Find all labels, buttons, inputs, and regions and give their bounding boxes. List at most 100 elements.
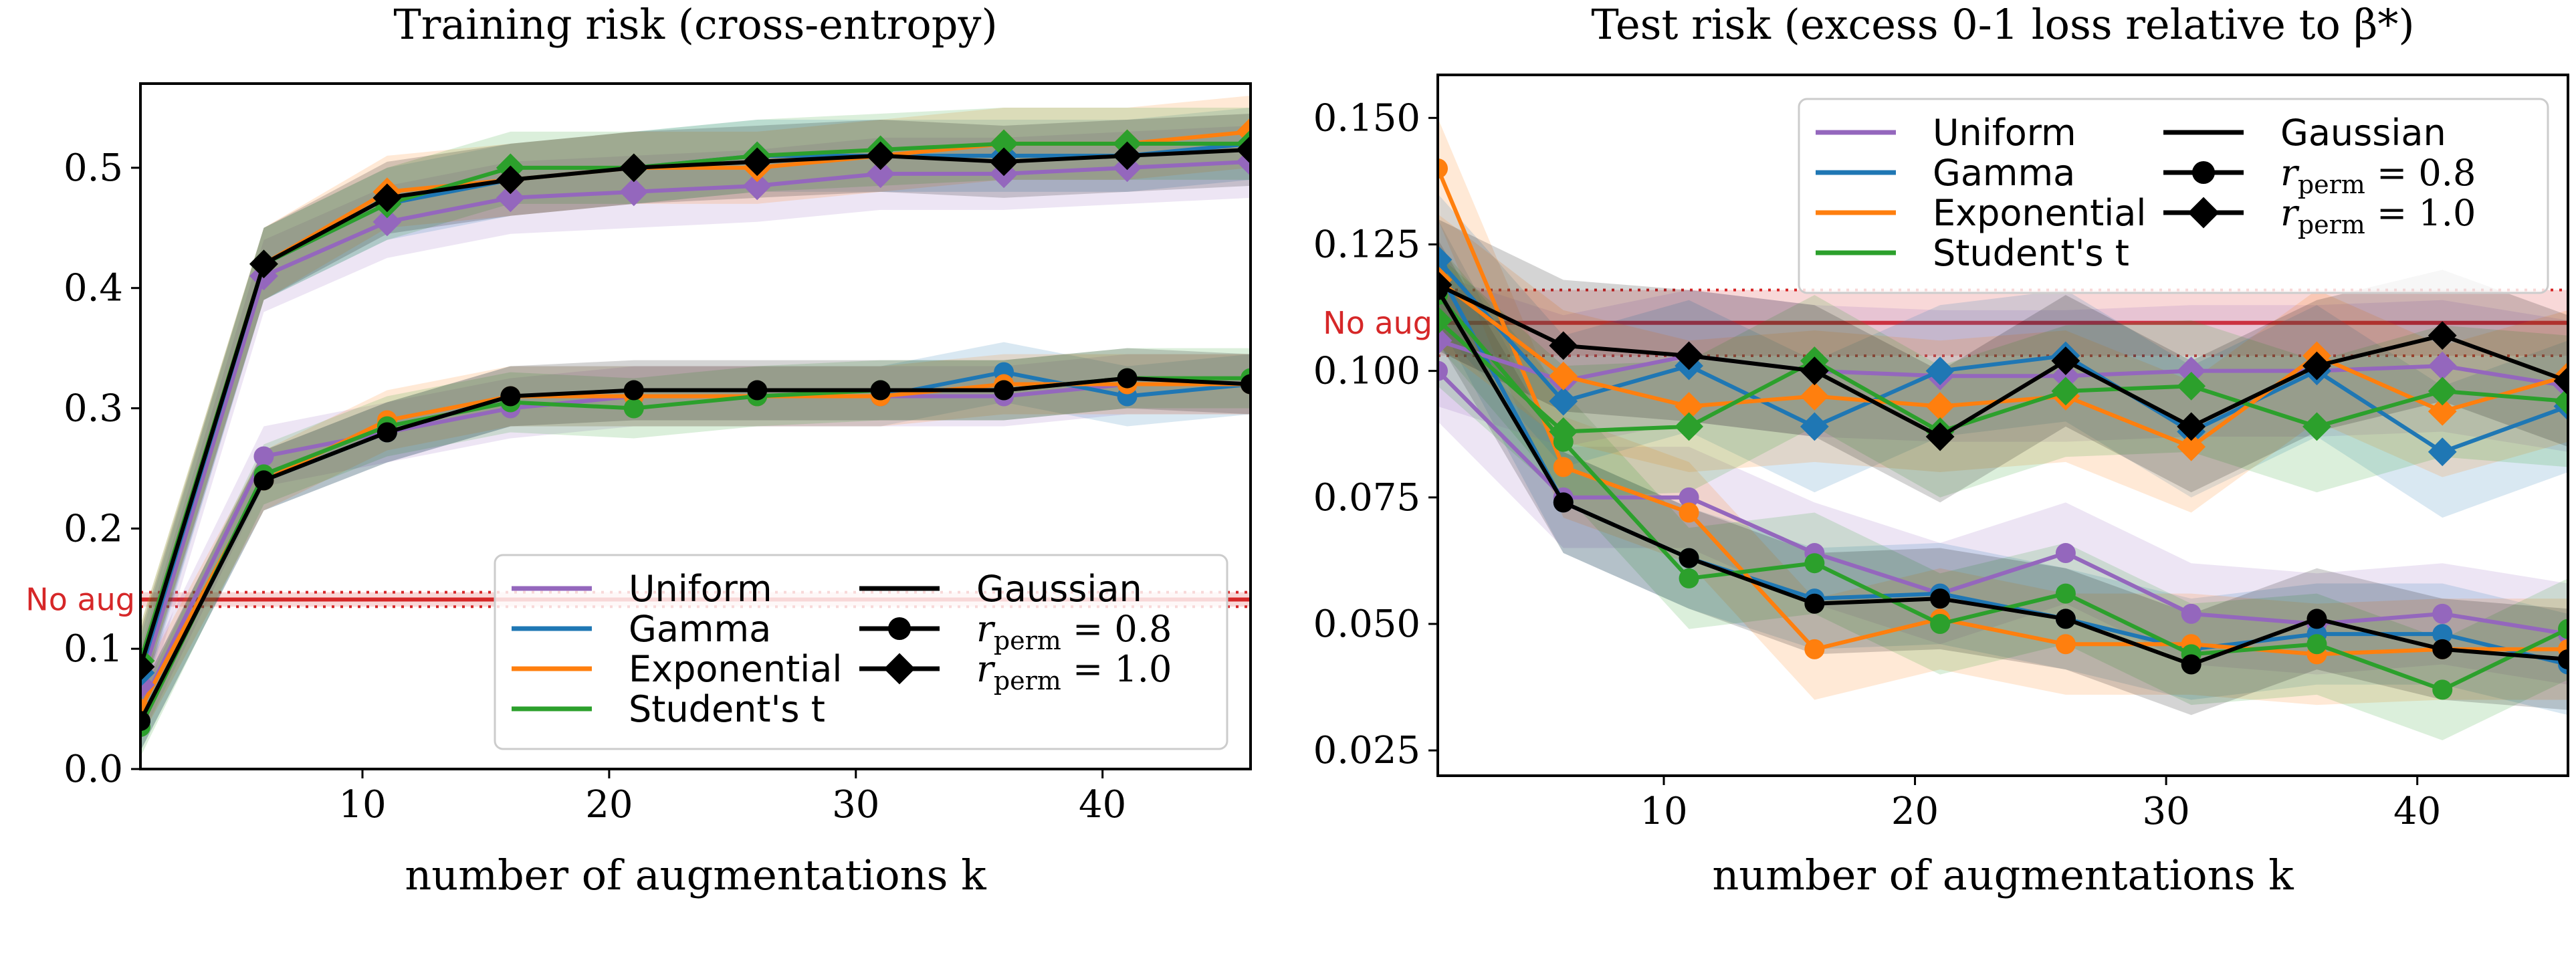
y-tick-label: 0.5 [64,146,123,190]
data-point-diamond [2051,346,2080,375]
band-gaussian-r0.8 [1438,239,2568,716]
data-point-circle [2055,634,2076,655]
legend-item-r08: rperm = 0.8 [2163,152,2476,199]
data-point-circle [1679,568,1699,588]
legend-label: rperm = 0.8 [976,608,1172,655]
data-point-circle [1804,639,1825,659]
x-tick-label: 30 [832,783,879,827]
data-point-circle [253,470,274,491]
legend-item-r08: rperm = 0.8 [859,608,1172,655]
data-point-diamond [989,147,1018,177]
legend-item-gaussian: Gaussian [859,568,1142,610]
legend-box [1798,98,2549,294]
data-point-circle [1679,502,1699,523]
x-tick-label: 10 [1640,790,1687,833]
legend-label: Gaussian [2280,112,2446,154]
data-point-circle [2558,649,2568,669]
y-tick-label: 0.025 [1313,729,1420,772]
data-point-diamond [1800,356,1829,386]
data-point-circle [1930,613,1951,634]
legend-item-uniform: Uniform [512,568,772,610]
series-line [140,141,1251,662]
data-point-circle [2181,603,2202,624]
legend-label: Uniform [629,568,772,610]
data-point-diamond [496,183,525,213]
data-point-circle [623,398,644,419]
legend-label: Exponential [1933,192,2146,234]
series-line [1438,369,2568,637]
legend-item-r10: rperm = 1.0 [859,648,1172,695]
x-axis-label: number of augmentations k [405,851,986,899]
data-point-circle [1804,553,1825,574]
band-student-r0.8 [1438,244,2568,741]
y-tick-label: 0.2 [64,507,123,550]
data-point-diamond [619,177,649,207]
band-uniform-r1 [140,125,1251,722]
data-point-circle [870,380,891,401]
band-student-r0.8 [140,348,1251,758]
band-gaussian-r1 [1438,219,2568,503]
x-tick-label: 30 [2142,790,2189,833]
legend-label: Student's t [1933,232,2129,274]
data-point-diamond [1438,326,1453,355]
data-point-diamond [140,652,155,681]
data-point-circle [2432,624,2453,645]
data-point-diamond [619,153,649,183]
data-point-diamond [2553,387,2568,416]
data-point-circle [377,422,397,443]
axes-frame [139,82,1252,770]
series-line [1438,289,2568,667]
data-point-circle [2558,619,2568,639]
legend-label: Uniform [1933,112,2076,154]
data-point-diamond [2428,321,2457,350]
data-point-diamond [1549,387,1578,416]
data-point-diamond [742,171,772,201]
data-point-diamond [2302,351,2331,381]
data-point-diamond [866,141,895,171]
data-point-diamond [1113,141,1142,171]
data-point-diamond [1549,417,1578,446]
legend-label: rperm = 1.0 [976,648,1172,695]
data-point-diamond [2302,412,2331,441]
data-point-circle [253,446,274,467]
band-gaussian-r1 [140,113,1251,703]
series-gaussian-r0.8 [1438,280,2568,675]
data-point-circle [2181,654,2202,675]
data-point-circle [1679,548,1699,568]
data-point-circle [1438,158,1448,179]
series-uniform-r0.8 [1438,360,2568,645]
data-point-circle [140,711,150,732]
x-tick-label: 40 [2393,790,2441,833]
data-point-circle [2306,609,2327,629]
data-point-diamond [2428,376,2457,406]
data-point-diamond [1438,245,1453,274]
series-line [1438,338,2568,389]
panel-test-risk: 10 20 30 40 0.025 0.050 0.075 0.100 0.125 0.150 No… [1313,0,2569,899]
legend-marker-diamond [883,653,916,685]
data-point-circle [747,380,768,401]
data-point-diamond [1549,331,1578,360]
series-line [1438,167,2568,657]
data-point-circle [1553,492,1574,513]
data-point-diamond [1438,270,1453,300]
legend-item-gamma: Gamma [1816,152,2075,194]
legend-label: rperm = 1.0 [2280,192,2476,239]
y-tick-label: 0.150 [1313,96,1420,140]
band-uniform-r0.8 [140,354,1251,740]
data-point-diamond [1438,306,1453,335]
no-aug-label: No aug [25,581,135,617]
data-point-diamond [249,249,278,279]
series-student-r1 [1438,306,2568,446]
data-point-circle [2055,583,2076,604]
y-tick-label: 0.100 [1313,350,1420,393]
data-point-circle [2055,609,2076,629]
no-aug-label: No aug [1323,305,1432,341]
data-point-diamond [1925,422,1955,451]
data-point-diamond [2428,437,2457,467]
data-point-circle [2306,634,2327,655]
band-gamma-r0.8 [1438,219,2568,716]
legend-marker-diamond [2187,197,2220,229]
y-tick-label: 0.3 [64,387,123,431]
data-point-diamond [866,159,895,189]
